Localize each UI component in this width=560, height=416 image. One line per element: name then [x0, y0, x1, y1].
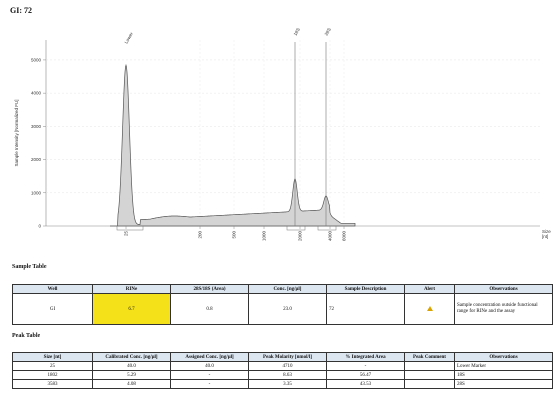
table-row: 3583 4.08-3.35 43.53 28S: [12, 379, 553, 389]
peak-cell: 18S: [454, 370, 553, 380]
cell-alert: [404, 293, 455, 325]
y-tick-label: 5000: [31, 57, 42, 62]
peak-cell: 4.08: [92, 379, 171, 389]
peak-header-6: Observations: [454, 352, 553, 362]
cell-rine: 6.7: [92, 293, 171, 325]
peak-cell: 28S: [454, 379, 553, 389]
sample-table: Well RINe 28S/18S (Area) Conc. [ng/µl] S…: [12, 284, 553, 325]
electropherogram-chart: 0 1000 2000 3000 4000 5000 Sample Intensity [N…: [14, 27, 551, 242]
peak-header-1: Calibrated Conc. [ng/µl]: [92, 352, 171, 362]
peak-cell: [404, 361, 455, 371]
peak-table-title: Peak Table: [12, 333, 41, 339]
peak-label: Lower: [124, 31, 135, 45]
peak-cell: 40.0: [170, 361, 249, 371]
peak-label: 18S: [293, 27, 301, 36]
header-rine: RINe: [92, 284, 171, 294]
cell-ratio: 0.8: [170, 293, 249, 325]
peak-cell: 56.47: [326, 370, 405, 380]
peak-cell: [404, 379, 455, 389]
y-tick-label: 3000: [31, 124, 42, 129]
sample-table-title: Sample Table: [12, 264, 47, 270]
peak-label: 28S: [324, 27, 332, 36]
table-row: GI 6.7 0.8 23.0 72 Sample concentration …: [12, 293, 553, 325]
x-tick-label: 1000: [262, 231, 267, 242]
peak-cell: 5.29: [92, 370, 171, 380]
peak-header-2: Assigned Conc. [ng/µl]: [170, 352, 249, 362]
y-axis-label: Sample Intensity [Normalized FU]: [14, 99, 19, 166]
peak-cell: [404, 370, 455, 380]
sample-table-header-row: Well RINe 28S/18S (Area) Conc. [ng/µl] S…: [12, 284, 553, 294]
peak-table: Size [nt] Calibrated Conc. [ng/µl] Assigne…: [12, 352, 553, 389]
y-tick-label: 4000: [31, 91, 42, 96]
table-row: 1802 5.29-8.63 56.47 18S: [12, 370, 553, 380]
y-tick-label: 0: [38, 224, 41, 229]
x-axis-label: Size [nt]: [542, 229, 551, 239]
peak-region-box: [317, 225, 337, 231]
peak-cell: -: [170, 370, 249, 380]
peak-table-header-row: Size [nt] Calibrated Conc. [ng/µl] Assigne…: [12, 352, 553, 362]
header-ratio: 28S/18S (Area): [170, 284, 249, 294]
y-tick-label: 2000: [31, 157, 42, 162]
peak-cell: 3.35: [248, 379, 327, 389]
trace-area: [110, 63, 356, 227]
peak-cell: 8.63: [248, 370, 327, 380]
peak-region-box: [116, 225, 144, 231]
cell-description: 72: [326, 293, 405, 325]
header-alert: Alert: [404, 284, 455, 294]
x-tick-label: 2000: [298, 231, 303, 242]
peak-cell: 3583: [12, 379, 93, 389]
peak-header-5: Peak Comment: [404, 352, 455, 362]
cell-observations: Sample concentration outside functional …: [454, 293, 553, 325]
peak-cell: 1802: [12, 370, 93, 380]
warning-icon: [426, 305, 433, 311]
peak-header-4: % Integrated Area: [326, 352, 405, 362]
x-tick-label: 4000: [328, 231, 333, 242]
peak-cell: Lower Marker: [454, 361, 553, 371]
peak-cell: -: [326, 361, 405, 371]
peak-cell: 25: [12, 361, 93, 371]
peak-cell: 40.0: [92, 361, 171, 371]
x-tick-label: 6000: [342, 231, 347, 242]
cell-well: GI: [12, 293, 93, 325]
x-tick-label: 500: [232, 231, 237, 239]
cell-conc: 23.0: [248, 293, 327, 325]
peak-header-0: Size [nt]: [12, 352, 93, 362]
x-tick-label: 200: [198, 231, 203, 239]
y-tick-label: 1000: [31, 190, 42, 195]
peak-cell: 4710: [248, 361, 327, 371]
peak-region-box: [286, 225, 306, 231]
peak-cell: -: [170, 379, 249, 389]
header-description: Sample Description: [326, 284, 405, 294]
header-conc: Conc. [ng/µl]: [248, 284, 327, 294]
table-row: 25 40.0 40.0 4710- Lower Marker: [12, 361, 553, 371]
header-well: Well: [12, 284, 93, 294]
peak-header-3: Peak Molarity [nmol/l]: [248, 352, 327, 362]
header-observations: Observations: [454, 284, 553, 294]
peak-cell: 43.53: [326, 379, 405, 389]
x-tick-label: 25: [124, 231, 129, 237]
page-title: GI: 72: [10, 6, 32, 15]
